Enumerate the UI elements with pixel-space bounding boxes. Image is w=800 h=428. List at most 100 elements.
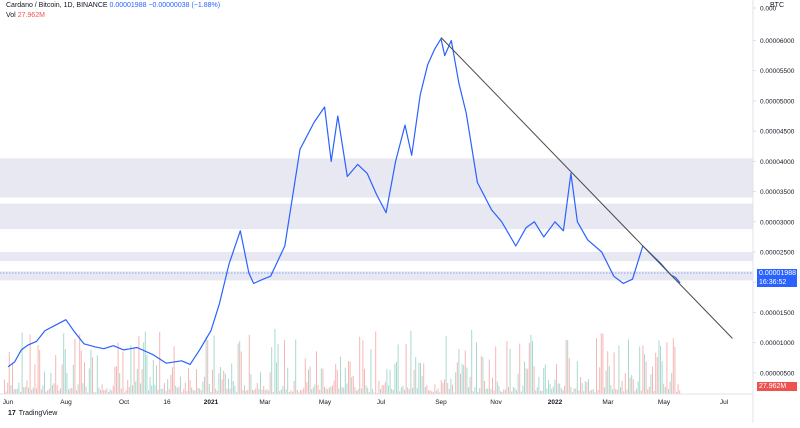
volume-bar [360, 388, 362, 394]
volume-bar [311, 389, 313, 394]
volume-bar [37, 344, 39, 394]
zone-1[interactable] [0, 203, 753, 230]
time-tick-label: Jun [3, 399, 14, 406]
volume-bar [536, 387, 538, 394]
volume-bar [152, 359, 154, 394]
volume-bar [458, 348, 460, 394]
volume-bar [159, 331, 161, 394]
volume-bar [648, 387, 650, 394]
volume-bar [87, 392, 89, 394]
volume-bar [666, 342, 668, 394]
volume-bar [367, 387, 369, 394]
volume-bar [351, 377, 353, 394]
volume-bar [452, 384, 453, 394]
volume-bar [156, 365, 157, 394]
volume-bar [546, 388, 548, 394]
volume-bar [516, 390, 517, 394]
volume-bar [15, 389, 17, 394]
last-price-badge: 0.00001988 16:36:52 [757, 269, 797, 287]
volume-bar [330, 386, 332, 394]
volume-bar [608, 366, 610, 394]
volume-bar [455, 372, 457, 394]
volume-bar [365, 385, 367, 394]
volume-bar [244, 385, 245, 394]
symbol-title[interactable]: Cardano / Bitcoin, 1D, BINANCE [6, 2, 108, 9]
volume-bar [90, 349, 92, 394]
volume-bar [39, 350, 41, 394]
tradingview-logo[interactable]: 17 TradingView [8, 410, 57, 417]
volume-bar [503, 389, 505, 394]
volume-bar [207, 339, 209, 394]
volume-bar [28, 387, 29, 394]
volume-bar [104, 390, 106, 394]
volume-bar [253, 389, 255, 394]
volume-bar [165, 391, 167, 394]
volume-bar [362, 340, 364, 394]
volume-bar [16, 388, 18, 394]
volume-bar [386, 368, 388, 394]
volume-value: 27.962M [17, 12, 45, 19]
volume-bar [284, 339, 285, 394]
volume-bar [634, 391, 636, 394]
volume-bar [325, 388, 327, 394]
volume-bar [324, 386, 325, 394]
volume-bar [93, 391, 95, 394]
price-line-series[interactable] [7, 38, 681, 368]
time-tick-label: Oct [119, 399, 129, 406]
volume-bar [423, 363, 425, 394]
volume-bar [296, 389, 298, 394]
time-tick-label: Mar [259, 399, 271, 406]
volume-bar [631, 375, 633, 394]
volume-bar [280, 389, 282, 394]
volume-bar [239, 341, 241, 394]
time-axis[interactable]: Jun Aug Oct 16 2021 Mar May Jul Sep Nov 2022 Mar May… [3, 399, 729, 406]
volume-bar [578, 390, 580, 394]
trendline-drawing[interactable] [440, 37, 733, 339]
volume-bar [157, 389, 159, 394]
volume-bar [114, 366, 116, 394]
zone-2[interactable] [0, 251, 753, 262]
volume-bar [466, 367, 468, 394]
volume-bar [72, 364, 74, 394]
volume-bar [594, 392, 596, 394]
volume-bar [144, 331, 146, 394]
volume-bar [629, 377, 631, 394]
volume-bar [80, 350, 82, 394]
time-tick-label: 16 [163, 399, 171, 406]
volume-label[interactable]: Vol [6, 12, 16, 19]
volume-bar [109, 389, 111, 394]
volume-bar [183, 389, 185, 394]
volume-bar [380, 389, 381, 394]
volume-bar [421, 376, 423, 394]
volume-bar [354, 387, 356, 394]
zone-3[interactable] [0, 271, 753, 281]
volume-bar [532, 340, 533, 394]
volume-bar [138, 335, 140, 394]
volume-bar [215, 388, 217, 394]
price-tick-label: 0.00004000 [760, 159, 795, 166]
volume-bar [317, 385, 319, 394]
volume-bar [644, 354, 645, 394]
time-tick-label: Nov [490, 399, 502, 406]
volume-bar [74, 338, 76, 394]
volume-bar [205, 336, 207, 394]
volume-bar [653, 390, 655, 394]
volume-bar [292, 391, 293, 394]
volume-bar [180, 376, 181, 394]
price-tick-label: 0.00003000 [760, 219, 795, 226]
volume-bar [327, 389, 329, 394]
bar-countdown: 16:36:52 [759, 279, 787, 286]
volume-bar [160, 388, 162, 394]
volume-bar [420, 362, 421, 394]
price-axis[interactable]: 0.000005000.000010000.000015000.00002000… [753, 6, 795, 378]
volume-bar [247, 390, 249, 394]
volume-bar [162, 388, 164, 394]
volume-bar [504, 389, 506, 394]
zone-0[interactable] [0, 158, 753, 198]
volume-bar [277, 343, 279, 394]
volume-bar [252, 389, 253, 394]
volume-bar [568, 358, 570, 394]
volume-bar [528, 343, 530, 394]
